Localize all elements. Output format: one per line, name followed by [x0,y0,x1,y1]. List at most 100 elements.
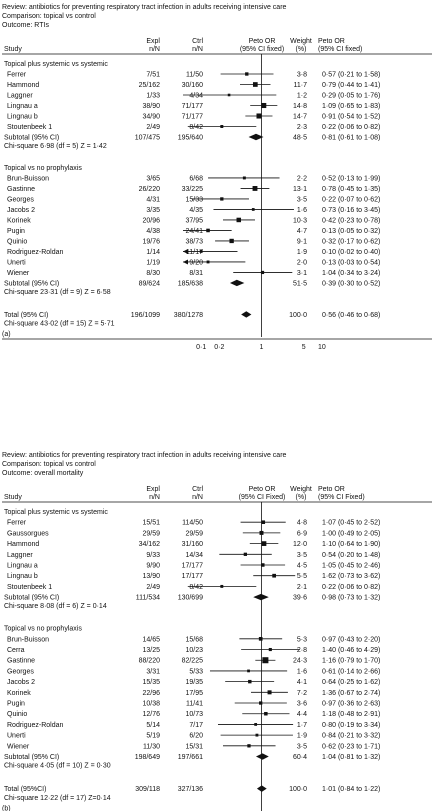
heterogeneity-test: Chi-square 6·98 (df = 5) Z = 1·42 [4,143,107,150]
study-expl: 34/90 [142,114,160,121]
study-weight: 11·7 [294,82,308,89]
study-name: Quinio [7,238,27,245]
study-expl: 4/38 [146,228,160,235]
study-weight: 3·1 [297,270,307,277]
header-expl-unit: n/N [149,494,160,501]
study-point-estimate [261,541,267,546]
total-ctrl: 380/1278 [174,312,203,319]
study-expl: 15/35 [142,679,160,686]
study-point-estimate [255,733,259,737]
subtotal-weight: 48·5 [293,135,307,142]
study-ctrl: 4/35 [189,207,203,214]
study-name: Wiener [7,743,30,750]
header-ctrl: Ctrl [192,486,203,493]
study-or-text: 0·64 (0·25 to 1·62) [322,679,380,686]
study-point-estimate [220,584,224,588]
study-ctrl: 17/95 [185,690,203,697]
subtotal-weight: 51·5 [293,280,307,287]
study-point-estimate [261,563,265,567]
study-weight: 4·4 [297,711,307,718]
study-or-text: 0·91 (0·54 to 1·52) [322,114,380,121]
header-weight: Weight [290,38,312,45]
group-title: Topical vs no prophylaxis [4,165,82,172]
study-ctrl: 30/160 [182,82,204,89]
subtotal-label: Subtotal (95% CI) [4,135,59,142]
subtotal-expl: 89/624 [139,280,161,287]
study-ctrl: 17/177 [182,563,204,570]
study-weight: 12·0 [293,541,307,548]
header-weight-unit: (%) [296,46,307,53]
study-weight: 7·2 [297,690,307,697]
study-weight: 5·5 [297,573,307,580]
study-or-text: 0·52 (0·13 to 1·99) [322,175,380,182]
study-or-text: 0·57 (0·21 to 1·58) [322,72,380,79]
study-expl: 1/33 [146,93,160,100]
study-expl: 25/162 [139,82,161,89]
study-point-estimate [236,217,242,223]
axis-tick-label: 0·2 [214,344,224,351]
study-name: Hammond [7,541,39,548]
total-expl: 196/1099 [131,312,160,319]
study-expl: 88/220 [139,658,161,665]
study-ctrl: 71/177 [182,103,204,110]
study-or-text: 1·00 (0·49 to 2·05) [322,530,380,537]
study-ctrl: 4/34 [189,93,203,100]
study-or-text: 0·97 (0·43 to 2·20) [322,636,380,643]
panel-label: (b) [2,806,11,811]
study-or-text: 0·84 (0·21 to 3·32) [322,733,380,740]
subtotal-weight: 60·4 [293,754,307,761]
group-title: Topical plus systemic vs systemic [4,61,108,68]
study-expl: 7/51 [146,72,160,79]
heterogeneity-test: Chi-square 8·08 (df = 6) Z = 0·14 [4,603,107,610]
study-weight: 3·5 [297,196,307,203]
group-title: Topical vs no prophylaxis [4,626,82,633]
header-ctrl-unit: n/N [192,46,203,53]
study-name: Brun-Buisson [7,175,49,182]
study-ctrl: 11/17 [186,249,203,256]
subtotal-weight: 39·6 [293,595,307,602]
study-expl: 14/65 [142,636,160,643]
study-expl: 38/90 [142,103,160,110]
study-name: Lingnau a [7,563,38,570]
comparison-line: Comparison: topical vs control [2,461,96,468]
header-weight-unit: (%) [296,494,307,501]
study-or-text: 1·62 (0·73 to 3·62) [322,573,380,580]
study-point-estimate [227,93,231,97]
total-diamond [241,311,252,318]
study-weight: 9·1 [297,238,307,245]
study-weight: 1·9 [297,249,307,256]
study-name: Georges [7,196,34,203]
comparison-line: Comparison: topical vs control [2,13,96,20]
study-weight: 2·3 [297,124,307,131]
study-ctrl: 71/177 [182,114,204,121]
study-ctrl: 11/50 [186,72,203,79]
study-point-estimate [220,125,224,128]
study-ctrl: 10/23 [185,647,203,654]
study-point-estimate [251,208,255,211]
study-name: Stoutenbeek 1 [7,584,52,591]
total-or-text: 0·56 (0·46 to 0·68) [322,312,380,319]
study-name: Rodriguez-Roldan [7,249,64,256]
study-expl: 26/220 [139,186,161,193]
study-ctrl: 33/225 [182,186,204,193]
study-ctrl: 24/41 [185,228,203,235]
study-row-ci-arrow [183,259,188,265]
study-or-text: 1·16 (0·79 to 1·70) [322,658,380,665]
axis-tick-label: 1 [260,344,264,351]
study-name: Gastinne [7,186,35,193]
subtotal-expl: 198/649 [135,754,160,761]
study-ctrl: 10/73 [185,711,203,718]
study-weight: 2·2 [297,175,307,182]
study-point-estimate [229,238,234,244]
header-ctrl-unit: n/N [192,494,203,501]
header-study: Study [4,494,22,501]
study-weight: 2·0 [297,259,307,266]
study-or-text: 1·09 (0·65 to 1·83) [322,103,380,110]
subtotal-or-text: 0·39 (0·30 to 0·52) [322,280,380,287]
study-weight: 1·2 [297,93,307,100]
study-point-estimate [252,82,258,87]
study-point-estimate [261,102,267,109]
study-point-estimate [199,250,203,253]
header-peto-or-value: Peto OR [318,486,345,493]
